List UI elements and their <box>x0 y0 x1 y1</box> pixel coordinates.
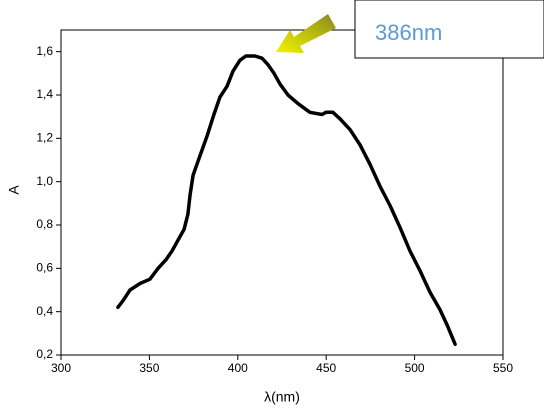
y-tick-label: 0,8 <box>36 217 53 231</box>
data-line <box>116 54 457 346</box>
x-tick-label: 450 <box>316 361 336 375</box>
plot-frame <box>60 29 504 356</box>
annotation-text: 386nm <box>375 20 442 45</box>
y-tick-label: 1,4 <box>36 87 53 101</box>
x-tick-label: 350 <box>139 361 159 375</box>
x-tick-label: 550 <box>493 361 513 375</box>
x-axis-label: λ(nm) <box>264 389 300 405</box>
y-tick-label: 0,6 <box>36 261 53 275</box>
y-axis-label: A <box>6 185 22 195</box>
y-tick-label: 1,2 <box>36 131 53 145</box>
y-tick-label: 1,6 <box>36 44 53 58</box>
x-tick-label: 300 <box>51 361 71 375</box>
y-tick-label: 1,0 <box>36 174 53 188</box>
annotation-box <box>354 0 544 59</box>
y-tick-label: 0,2 <box>36 347 53 361</box>
annotation-arrow <box>276 14 336 53</box>
x-tick-label: 400 <box>228 361 248 375</box>
y-tick-label: 0,4 <box>36 304 53 318</box>
x-tick-label: 500 <box>405 361 425 375</box>
